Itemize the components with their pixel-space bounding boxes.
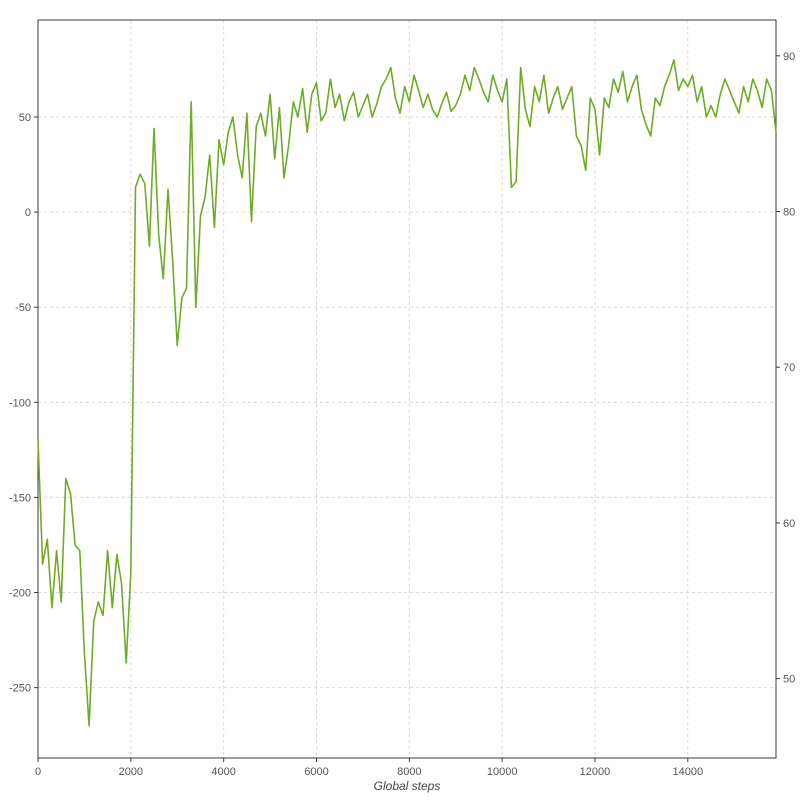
y-right-tick-label: 90 xyxy=(783,51,795,63)
x-tick-label: 8000 xyxy=(397,766,421,778)
y-left-tick-label: 50 xyxy=(19,112,31,124)
y-left-tick-label: -50 xyxy=(15,302,31,314)
x-tick-label: 12000 xyxy=(580,766,611,778)
y-left-tick-label: -150 xyxy=(9,492,31,504)
x-tick-label: 14000 xyxy=(673,766,704,778)
y-left-tick-label: 0 xyxy=(25,207,31,219)
tick-labels: 0 2000 4000 6000 8000 10000 12000 14000 50 0 -50 -1… xyxy=(9,51,795,778)
x-tick-label: 6000 xyxy=(304,766,328,778)
y-right-tick-label: 50 xyxy=(783,674,795,686)
y-left-tick-label: -250 xyxy=(9,683,31,695)
y-right-tick-label: 60 xyxy=(783,518,795,530)
y-right-tick-label: 80 xyxy=(783,207,795,219)
x-tick-label: 0 xyxy=(35,766,41,778)
y-left-tick-label: -100 xyxy=(9,397,31,409)
x-tick-label: 10000 xyxy=(487,766,518,778)
x-tick-label: 4000 xyxy=(211,766,235,778)
plot-border xyxy=(37,19,777,759)
y-right-tick-label: 70 xyxy=(783,362,795,374)
axes xyxy=(34,19,780,762)
data-series xyxy=(37,59,777,727)
x-axis-label: Global steps xyxy=(374,779,441,793)
series-line-training-curve xyxy=(37,59,777,727)
y-left-tick-label: -200 xyxy=(9,588,31,600)
x-tick-label: 2000 xyxy=(119,766,143,778)
grid-lines xyxy=(37,20,776,758)
